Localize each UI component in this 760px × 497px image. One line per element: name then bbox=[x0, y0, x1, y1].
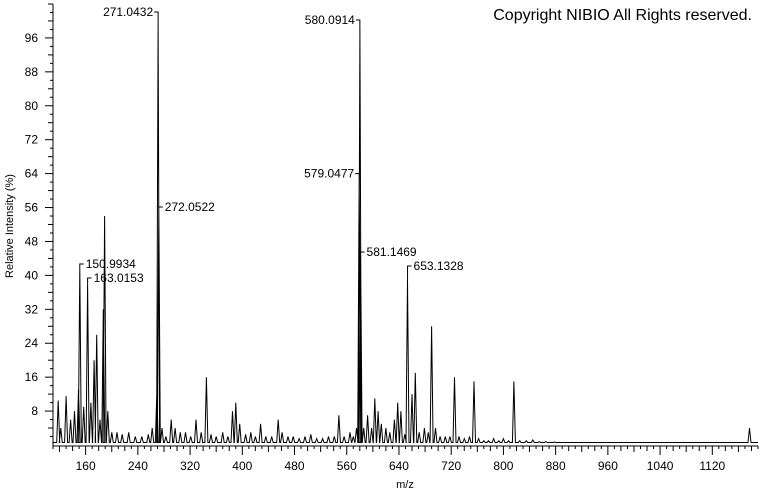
peak-label: 579.0477 bbox=[304, 167, 354, 181]
x-tick-label: 800 bbox=[493, 459, 513, 473]
x-tick-label: 720 bbox=[441, 459, 461, 473]
peak-label: 581.1469 bbox=[367, 245, 417, 259]
y-tick-label: 40 bbox=[25, 268, 39, 282]
ticks-layer: 160 240 320 400 480 560 640 720 800 880 960 1040 112… bbox=[25, 3, 759, 473]
y-tick-label: 64 bbox=[25, 167, 39, 181]
peak-label: 150.9934 bbox=[86, 257, 136, 271]
y-axis-title: Relative Intensity (%) bbox=[4, 174, 16, 278]
y-tick-label: 8 bbox=[31, 404, 38, 418]
spectrum-layer bbox=[53, 20, 758, 443]
x-tick-label: 960 bbox=[598, 459, 618, 473]
y-tick-label: 24 bbox=[25, 336, 39, 350]
y-tick-label: 96 bbox=[25, 31, 39, 45]
peak-label: 580.0914 bbox=[305, 13, 355, 27]
peak-annotation: 581.1469 bbox=[360, 245, 417, 259]
peak-annotation: 163.0153 bbox=[87, 271, 144, 285]
peak-label-leader bbox=[360, 251, 365, 255]
peak-label-leader bbox=[79, 263, 84, 267]
peak-label-leader bbox=[355, 19, 361, 30]
peak-label-leader bbox=[154, 11, 159, 21]
peak-label: 271.0432 bbox=[103, 5, 153, 19]
copyright-notice: Copyright NIBIO All Rights reserved. bbox=[493, 7, 752, 24]
peak-label: 272.0522 bbox=[165, 200, 215, 214]
peak-annotation: 579.0477 bbox=[304, 167, 360, 181]
x-tick-label: 1120 bbox=[699, 459, 725, 473]
spectrum-trace bbox=[53, 20, 758, 443]
x-tick-label: 880 bbox=[546, 459, 566, 473]
x-tick-label: 1040 bbox=[647, 459, 674, 473]
x-axis-title: m/z bbox=[396, 479, 414, 491]
y-tick-label: 32 bbox=[25, 302, 39, 316]
x-tick-label: 560 bbox=[337, 459, 357, 473]
peak-label-leader bbox=[158, 206, 163, 208]
x-tick-label: 400 bbox=[232, 459, 252, 473]
x-tick-label: 320 bbox=[180, 459, 200, 473]
peak-annotation: 150.9934 bbox=[79, 257, 136, 271]
peak-label-leader bbox=[87, 277, 92, 284]
y-tick-label: 72 bbox=[25, 133, 39, 147]
peak-label: 163.0153 bbox=[94, 271, 144, 285]
y-tick-label: 88 bbox=[25, 65, 39, 79]
y-tick-label: 48 bbox=[25, 234, 39, 248]
y-tick-label: 80 bbox=[25, 99, 39, 113]
x-tick-label: 480 bbox=[285, 459, 305, 473]
peak-annotation: 272.0522 bbox=[158, 200, 215, 214]
x-tick-label: 240 bbox=[128, 459, 148, 473]
x-tick-label: 160 bbox=[76, 459, 96, 473]
peak-label-leader bbox=[407, 265, 412, 280]
y-tick-label: 56 bbox=[25, 201, 39, 215]
peak-annotation: 653.1328 bbox=[407, 259, 464, 280]
peak-label: 653.1328 bbox=[414, 259, 464, 273]
peak-annotation: 271.0432 bbox=[103, 5, 159, 21]
x-tick-label: 640 bbox=[389, 459, 409, 473]
peak-annotation: 580.0914 bbox=[305, 13, 361, 30]
y-tick-label: 16 bbox=[25, 370, 39, 384]
